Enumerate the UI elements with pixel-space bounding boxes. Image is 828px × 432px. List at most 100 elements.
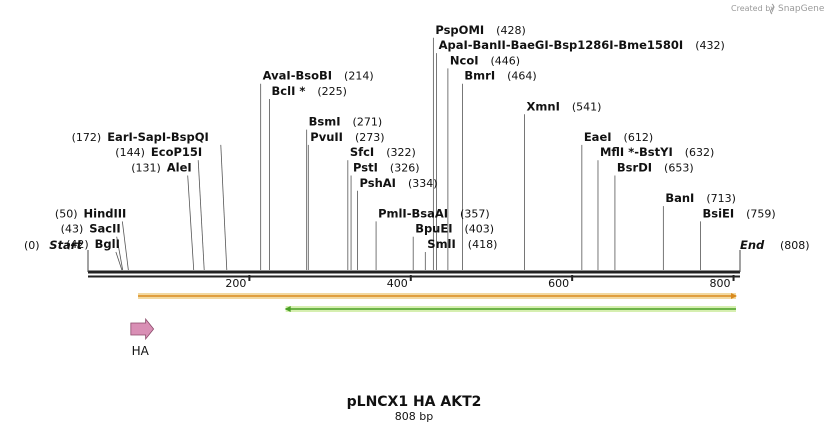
orf-arrowhead-icon <box>731 293 737 299</box>
site-enzyme-name: BglI <box>95 237 120 251</box>
ruler-ticks: 200 400 600 800 <box>225 275 735 290</box>
snapgene-logo-icon <box>770 3 774 15</box>
site-separator: - <box>549 38 554 52</box>
end-label: End <box>740 238 765 252</box>
site-enzyme-name: BanI <box>665 191 694 205</box>
site-enzyme-name: BpuEI <box>415 222 452 236</box>
site-enzyme-name: Bsp1286I <box>553 38 613 52</box>
site-position: (632) <box>685 146 715 159</box>
site-enzyme-name: Bme1580I <box>618 38 683 52</box>
map-length: 808 bp <box>395 410 433 423</box>
site-enzyme-name: AleI <box>167 161 192 175</box>
map-title: pLNCX1 HA AKT2 <box>347 394 482 410</box>
site-position: (418) <box>468 238 498 251</box>
site-enzyme-name: PmlI <box>378 206 407 220</box>
site-line <box>116 236 124 271</box>
site-enzyme-name: BanII <box>473 38 506 52</box>
sequence-backbone <box>87 250 741 278</box>
site-labels: BglI (42)SacII (43)HindIII (50) AleI (131) Eco… <box>55 23 776 251</box>
feature-label: HA <box>132 344 150 358</box>
site-line <box>197 160 205 271</box>
site-label-mfli: MflI * - BstYI (632) <box>600 145 714 159</box>
site-enzyme-name: BspQI <box>171 130 209 144</box>
site-label-bgli: BglI (42) <box>66 237 120 251</box>
site-position: (131) <box>131 162 161 175</box>
orf-arrow-reverse <box>284 306 736 312</box>
site-position: (144) <box>115 146 145 159</box>
ha-arrow-icon <box>130 317 155 341</box>
site-label-hindiii: HindIII (50) <box>55 206 126 220</box>
site-enzyme-name: BsiEI <box>702 206 734 220</box>
site-line <box>220 144 228 271</box>
features: HA <box>130 293 737 358</box>
site-enzyme-name: BsaAI <box>411 206 448 220</box>
site-label-pspomi: PspOMI (428) <box>435 23 525 37</box>
site-position: (428) <box>496 24 526 37</box>
site-enzyme-name: EcoP15I <box>151 145 202 159</box>
site-separator: - <box>291 69 296 83</box>
orf-arrow-forward <box>138 293 737 299</box>
site-enzyme-name: SfcI <box>350 145 374 159</box>
site-separator: - <box>166 130 171 144</box>
site-position: (43) <box>61 223 84 236</box>
tick-label: 200 <box>225 277 246 290</box>
backbone-top-strand <box>88 270 740 274</box>
site-position: (214) <box>344 70 374 83</box>
backbone-bottom-strand <box>88 275 740 278</box>
site-label-pshai: PshAI (334) <box>360 176 438 190</box>
site-position: (653) <box>664 162 694 175</box>
site-enzyme-name: MflI * <box>600 145 634 159</box>
site-enzyme-name: PshAI <box>360 176 396 190</box>
site-enzyme-name: SacII <box>89 222 120 236</box>
site-label-pmli: PmlI - BsaAI (357) <box>378 206 490 220</box>
site-label-alei: AleI (131) <box>131 161 192 175</box>
site-enzyme-name: BsoBI <box>295 69 332 83</box>
site-position: (464) <box>507 70 537 83</box>
site-enzyme-name: PstI <box>353 161 378 175</box>
site-position: (50) <box>55 207 78 220</box>
site-enzyme-name: NcoI <box>450 53 479 67</box>
credit-brand: SnapGene <box>778 4 825 14</box>
site-position: (446) <box>491 54 521 67</box>
site-label-pvuii: PvuII (273) <box>310 130 384 144</box>
site-enzyme-name: PspOMI <box>435 23 484 37</box>
site-position: (225) <box>317 85 347 98</box>
site-position: (334) <box>408 177 438 190</box>
site-position: (172) <box>72 131 102 144</box>
site-label-sacii: SacII (43) <box>61 222 121 236</box>
site-enzyme-name: BstYI <box>639 145 673 159</box>
feature-ha-tag: HA <box>130 317 155 358</box>
site-position: (612) <box>624 131 654 144</box>
site-position: (357) <box>460 207 490 220</box>
site-separator: - <box>407 206 412 220</box>
site-enzyme-name: XmnI <box>527 99 560 113</box>
start-position: (0) <box>24 239 40 252</box>
site-enzyme-name: EaeI <box>584 130 612 144</box>
site-enzyme-name: ApaI <box>439 38 468 52</box>
credit: Created by SnapGene <box>731 3 825 15</box>
site-enzyme-name: SmlI <box>427 237 456 251</box>
site-enzyme-name: EarI <box>107 130 133 144</box>
tick-label: 800 <box>710 277 731 290</box>
site-label-bmri: BmrI (464) <box>464 69 536 83</box>
site-label-bsmi: BsmI (271) <box>309 115 382 129</box>
site-position: (432) <box>695 39 725 52</box>
site-enzyme-name: BsrDI <box>617 161 652 175</box>
site-label-eaei: EaeI (612) <box>584 130 653 144</box>
site-enzyme-name: BclI * <box>272 84 306 98</box>
site-enzyme-name: SapI <box>138 130 167 144</box>
site-line <box>121 221 129 271</box>
orf-arrowhead-icon <box>284 306 291 312</box>
end-position: (808) <box>780 239 810 252</box>
site-position: (541) <box>572 100 602 113</box>
site-enzyme-name: BaeGI <box>511 38 549 52</box>
site-line <box>115 251 123 271</box>
site-separator: - <box>468 38 473 52</box>
site-enzyme-name: HindIII <box>84 206 127 220</box>
site-position: (42) <box>66 238 89 251</box>
site-label-bsiei: BsiEI (759) <box>702 206 775 220</box>
site-label-apai: ApaI - BanII - BaeGI - Bsp1286I - Bme158… <box>439 38 725 52</box>
site-label-smli: SmlI (418) <box>427 237 497 251</box>
site-label-bani: BanI (713) <box>665 191 736 205</box>
